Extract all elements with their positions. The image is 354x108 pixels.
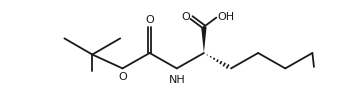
Polygon shape	[201, 27, 207, 53]
Text: NH: NH	[169, 75, 185, 85]
Text: O: O	[145, 15, 154, 25]
Text: O: O	[118, 72, 127, 82]
Text: O: O	[181, 12, 190, 22]
Text: OH: OH	[218, 12, 235, 22]
